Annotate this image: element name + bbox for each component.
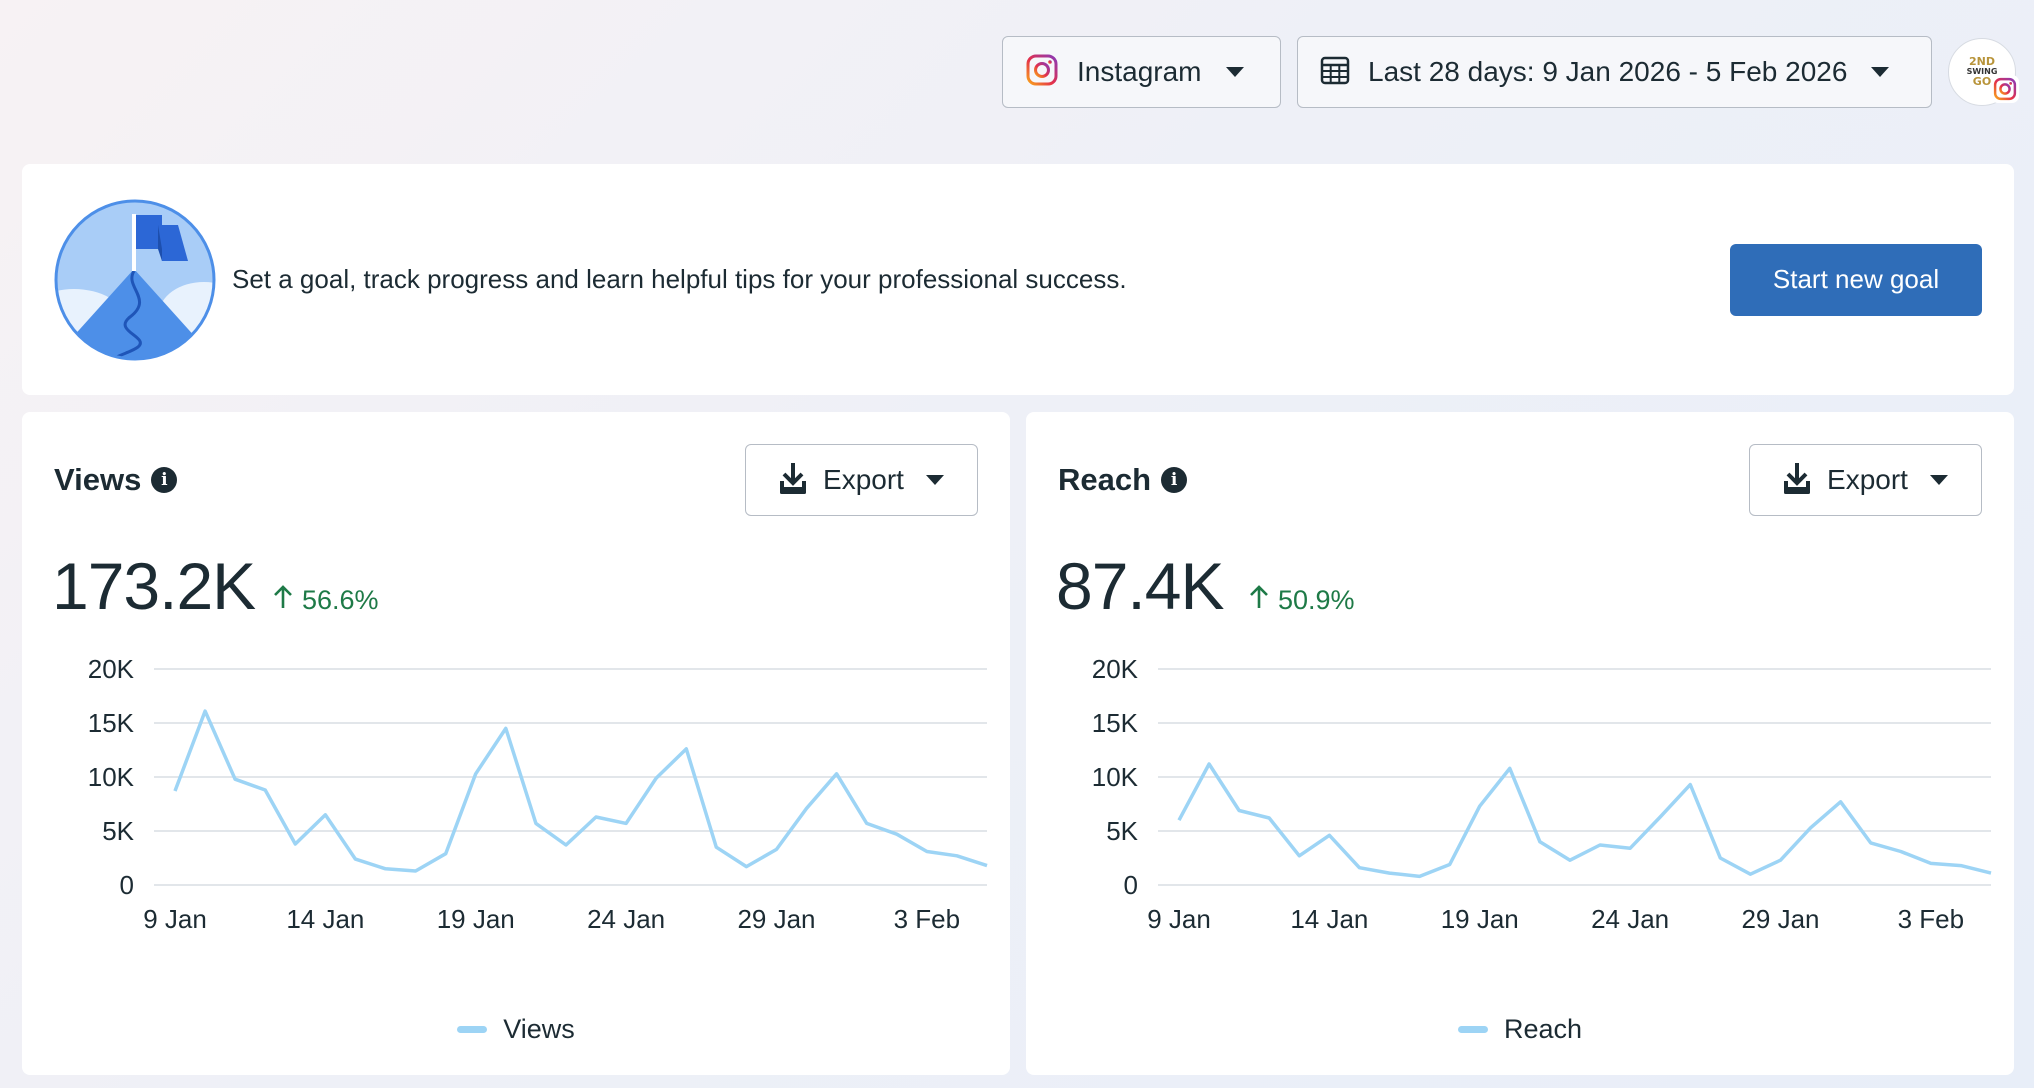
download-icon [1783, 461, 1811, 500]
views-line-chart: 0 5K 10K 15K 20K 9 Jan 14 Jan 19 Jan 24 Jan 29 Ja… [88, 654, 988, 934]
date-range-select[interactable]: Last 28 days: 9 Jan 2026 - 5 Feb 2026 [1297, 36, 1932, 108]
y-tick-label: 5K [102, 816, 134, 846]
x-tick-label: 3 Feb [1898, 904, 1965, 934]
metric-value: 173.2K [52, 549, 256, 623]
platform-select[interactable]: Instagram [1002, 36, 1281, 108]
chevron-down-icon [1871, 67, 1890, 77]
legend-swatch [1457, 1026, 1488, 1033]
platform-select-label: Instagram [1077, 56, 1202, 87]
card-title: Reach i [1058, 462, 1188, 498]
goal-banner-text: Set a goal, track progress and learn hel… [232, 264, 1127, 294]
goal-banner: Set a goal, track progress and learn hel… [22, 164, 2014, 395]
metric-change: 50.9% [1248, 584, 1355, 617]
top-bar: Instagram Last 28 days: 9 Jan 2026 - 5 F… [1002, 36, 2019, 108]
profile-logo: 2ND SWING GO [1966, 55, 1998, 88]
chevron-down-icon [1225, 67, 1244, 77]
start-new-goal-button[interactable]: Start new goal [1730, 243, 1982, 316]
x-tick-label: 24 Jan [1591, 904, 1669, 934]
metric-change: 56.6% [272, 584, 379, 617]
y-tick-label: 0 [120, 870, 134, 900]
profile-avatar[interactable]: 2ND SWING GO [1948, 38, 2019, 106]
calendar-icon [1320, 55, 1350, 90]
reach-card: Reach i Export 87.4K 50.9% 0 5K 10K 15K 20K 9… [1026, 412, 2014, 1075]
export-button[interactable]: Export [1749, 444, 1982, 516]
y-tick-label: 15K [1092, 708, 1139, 738]
chevron-down-icon [925, 475, 944, 485]
metric-change-value: 56.6% [302, 585, 379, 615]
date-range-label: Last 28 days: 9 Jan 2026 - 5 Feb 2026 [1368, 56, 1848, 87]
y-tick-label: 10K [1092, 762, 1139, 792]
instagram-icon [1025, 53, 1059, 92]
reach-line-chart: 0 5K 10K 15K 20K 9 Jan 14 Jan 19 Jan 24 Jan 29 Ja… [1092, 654, 1992, 934]
card-title-text: Reach [1058, 462, 1152, 497]
export-label: Export [823, 464, 904, 495]
chevron-down-icon [1929, 475, 1948, 485]
views-card: Views i Export 173.2K 56.6% 0 5K 10K 15K 20K… [22, 412, 1010, 1075]
instagram-icon [1991, 75, 2019, 103]
export-label: Export [1827, 464, 1908, 495]
y-tick-label: 0 [1124, 870, 1138, 900]
metric-value: 87.4K [1056, 549, 1224, 623]
card-title-text: Views [54, 462, 142, 497]
x-tick-label: 29 Jan [737, 904, 815, 934]
info-icon[interactable]: i [151, 467, 178, 493]
card-title: Views i [54, 462, 178, 498]
x-tick-label: 3 Feb [894, 904, 961, 934]
y-tick-label: 15K [88, 708, 135, 738]
x-tick-label: 9 Jan [143, 904, 207, 934]
y-tick-label: 5K [1106, 816, 1138, 846]
series-line-views [173, 709, 988, 873]
x-tick-label: 14 Jan [286, 904, 364, 934]
x-tick-label: 19 Jan [437, 904, 515, 934]
x-tick-label: 29 Jan [1741, 904, 1819, 934]
arrow-up-icon [272, 584, 294, 617]
series-line-reach [1177, 762, 1992, 879]
chart-legend: Reach [1026, 1014, 2014, 1045]
y-tick-label: 20K [1092, 654, 1139, 684]
chart-legend: Views [22, 1014, 1010, 1045]
x-tick-label: 14 Jan [1290, 904, 1368, 934]
legend-label: Views [503, 1014, 575, 1044]
metric-change-value: 50.9% [1278, 585, 1355, 615]
info-icon[interactable]: i [1161, 467, 1188, 493]
legend-label: Reach [1503, 1014, 1583, 1044]
export-button[interactable]: Export [745, 444, 978, 516]
arrow-up-icon [1248, 584, 1270, 617]
x-tick-label: 9 Jan [1147, 904, 1211, 934]
x-tick-label: 19 Jan [1441, 904, 1519, 934]
goal-flag-mountain-illustration [54, 199, 216, 361]
y-tick-label: 10K [88, 762, 135, 792]
y-tick-label: 20K [88, 654, 135, 684]
x-tick-label: 24 Jan [587, 904, 665, 934]
legend-swatch [457, 1026, 488, 1033]
download-icon [779, 461, 807, 500]
